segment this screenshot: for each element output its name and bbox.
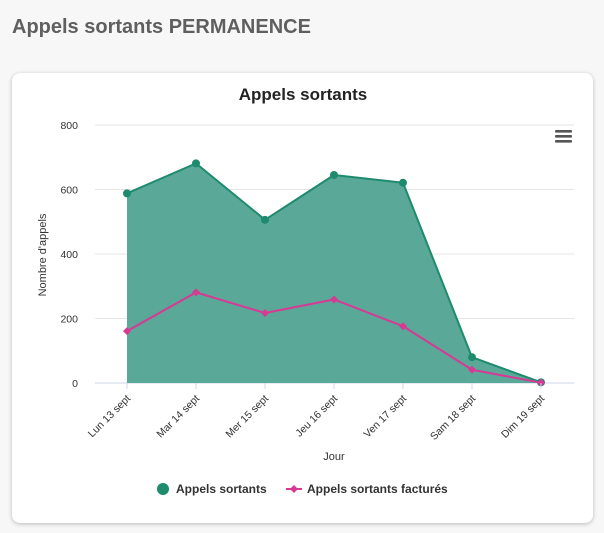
- data-point[interactable]: [399, 178, 407, 187]
- menu-button[interactable]: [553, 128, 575, 146]
- y-tick-label: 0: [72, 378, 78, 390]
- x-tick-label: Sam 18 sept: [428, 393, 478, 443]
- page-title: Appels sortants PERMANENCE: [12, 16, 311, 38]
- legend-item-1[interactable]: Appels sortants facturés: [286, 482, 448, 496]
- chart: Appels sortants 0 200 400 600 800 Lun 13 sep…: [37, 85, 575, 496]
- y-axis-label: Nombre d'appels: [37, 213, 49, 296]
- data-point[interactable]: [468, 365, 476, 374]
- y-tick-label: 600: [60, 185, 78, 197]
- data-point[interactable]: [192, 159, 200, 168]
- legend-item-0[interactable]: Appels sortants: [157, 482, 267, 496]
- x-tick-label: Lun 13 sept: [86, 393, 133, 440]
- y-tick-label: 200: [60, 314, 78, 326]
- series-0: [123, 159, 545, 387]
- data-point[interactable]: [261, 215, 269, 224]
- x-tick-label: Jeu 16 sept: [293, 393, 340, 440]
- x-tick-label: Mer 15 sept: [223, 393, 271, 441]
- y-tick-label: 800: [60, 120, 78, 132]
- data-point[interactable]: [123, 327, 131, 336]
- data-point[interactable]: [330, 295, 338, 304]
- data-point[interactable]: [123, 189, 131, 198]
- y-axis-ticks: 0 200 400 600 800: [60, 120, 78, 390]
- series-layer: [123, 159, 545, 387]
- data-point[interactable]: [399, 322, 407, 331]
- data-point[interactable]: [330, 170, 338, 179]
- x-tick-label: Ven 17 sept: [361, 393, 409, 441]
- x-axis-label: Jour: [323, 451, 345, 463]
- data-point[interactable]: [192, 288, 200, 297]
- chart-title: Appels sortants: [239, 85, 367, 104]
- x-tick-label: Dim 19 sept: [499, 393, 547, 441]
- data-point[interactable]: [537, 378, 545, 387]
- series-1: [123, 288, 545, 387]
- y-tick-label: 400: [60, 249, 78, 261]
- legend-label: Appels sortants facturés: [307, 482, 448, 496]
- x-tick-label: Mar 14 sept: [154, 393, 202, 441]
- legend-circle-icon: [157, 483, 169, 495]
- legend-label: Appels sortants: [176, 482, 267, 496]
- data-point[interactable]: [468, 353, 476, 362]
- legend-diamond-icon: [290, 485, 298, 493]
- area-fill: [127, 163, 541, 383]
- data-point[interactable]: [261, 309, 269, 318]
- x-axis-ticks: Lun 13 sept Mar 14 sept Mer 15 sept Jeu 16 …: [86, 383, 547, 443]
- chart-card: Appels sortants 0 200 400 600 800 Lun 13 sep…: [12, 73, 593, 523]
- hamburger-menu-icon: [555, 130, 572, 143]
- legend: Appels sortants Appels sortants facturés: [157, 482, 448, 496]
